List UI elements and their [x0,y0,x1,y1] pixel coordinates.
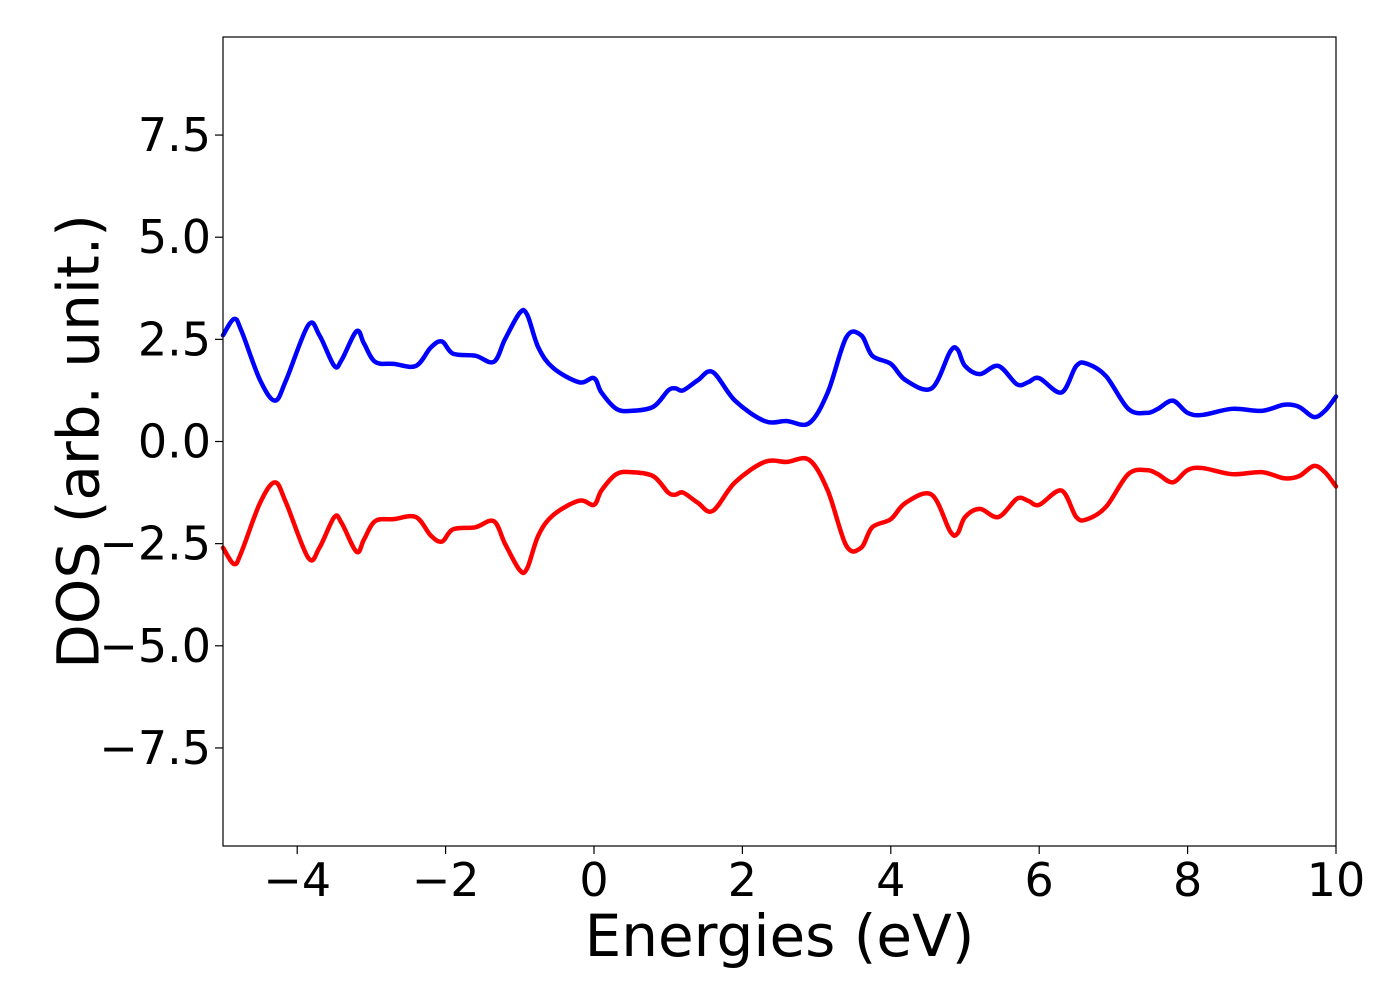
plot-frame [222,36,1337,847]
x-tick-label: 2 [728,853,757,907]
y-tick-label: −7.5 [99,721,211,775]
y-tick-label: −5.0 [99,619,211,673]
y-axis: −7.5 −5.0 −2.5 0.0 2.5 5.0 7.5 [99,108,223,775]
x-tick-label: 10 [1307,853,1366,907]
y-axis-label: DOS (arb. unit.) [44,214,112,669]
x-tick-label: −4 [263,853,331,907]
x-tick-label: 8 [1173,853,1202,907]
x-axis-label: Energies (eV) [585,902,975,970]
y-tick-label: 7.5 [138,108,211,162]
x-tick-label: 4 [876,853,905,907]
x-tick-label: 0 [579,853,608,907]
y-tick-label: −2.5 [99,517,211,571]
spin-down-line [220,455,1339,576]
y-tick-label: 0.0 [138,415,211,469]
series-layer [220,307,1339,576]
x-tick-label: −2 [412,853,480,907]
y-tick-label: 2.5 [138,312,211,366]
x-tick-label: 6 [1025,853,1054,907]
x-axis: −4 −2 0 2 4 6 8 10 [263,846,1365,907]
y-tick-label: 5.0 [138,210,211,264]
spin-up-line [220,307,1339,428]
